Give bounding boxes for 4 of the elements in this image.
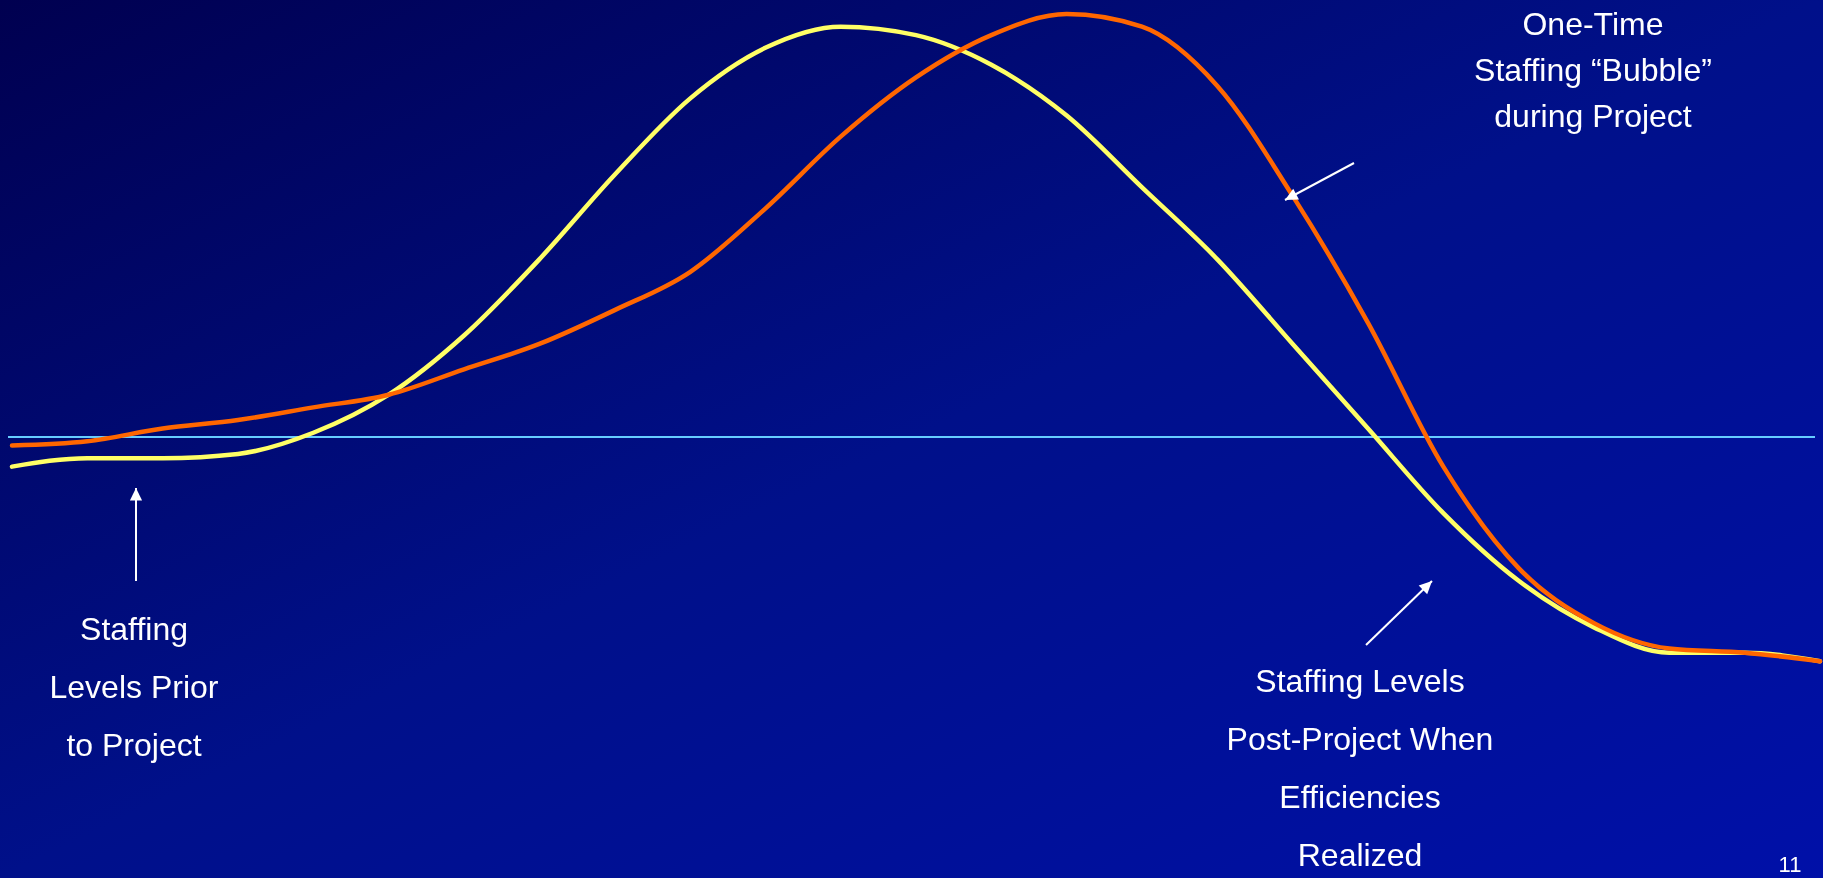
annotation: One-Time Staffing “Bubble” during Project (1474, 6, 1712, 134)
text: Staffing Levels Post-Project When Efficiencies Realized (1226, 663, 1494, 873)
text: 11 (1778, 852, 1802, 877)
annotation: Staffing Levels Prior to Project (49, 611, 219, 763)
